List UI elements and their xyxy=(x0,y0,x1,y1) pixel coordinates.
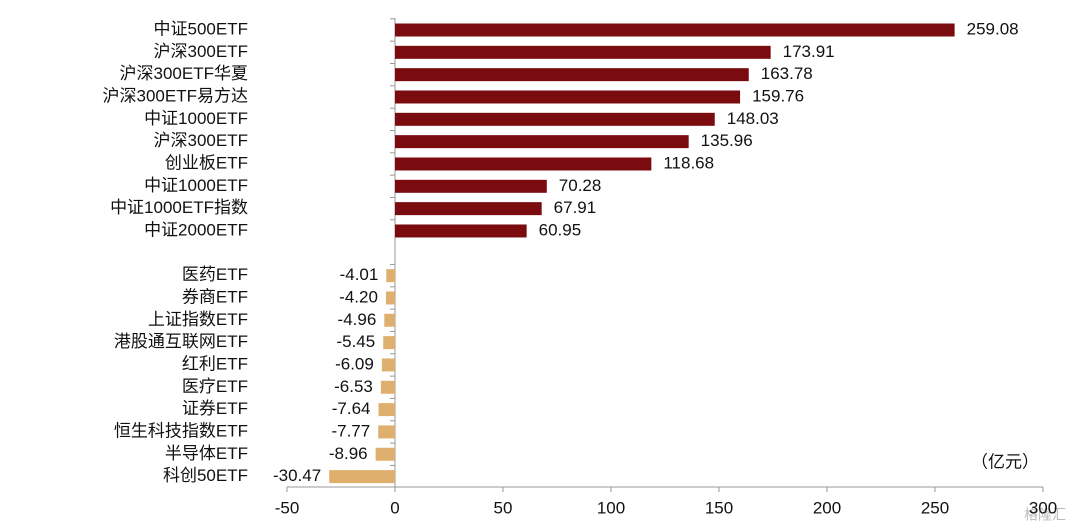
bar xyxy=(395,224,527,238)
bar xyxy=(395,45,771,59)
bar xyxy=(395,68,749,82)
category-label: 沪深300ETF易方达 xyxy=(103,86,248,105)
category-label: 中证1000ETF xyxy=(144,109,248,128)
value-label: -4.96 xyxy=(338,310,377,329)
category-label: 恒生科技指数ETF xyxy=(114,421,248,440)
category-label: 中证1000ETF指数 xyxy=(110,198,248,217)
value-label: 173.91 xyxy=(783,42,835,61)
category-label: 创业板ETF xyxy=(165,153,248,172)
x-tick-label: 200 xyxy=(813,498,841,517)
category-label: 沪深300ETF华夏 xyxy=(120,64,248,83)
category-label: 港股通互联网ETF xyxy=(114,332,248,351)
bar xyxy=(395,112,715,126)
value-label: 163.78 xyxy=(761,64,813,83)
bar xyxy=(380,380,395,394)
value-label: 259.08 xyxy=(967,19,1019,38)
category-label: 医药ETF xyxy=(182,265,248,284)
category-label: 上证指数ETF xyxy=(148,310,248,329)
bar xyxy=(375,447,395,461)
category-label: 沪深300ETF xyxy=(154,42,248,61)
unit-label: （亿元） xyxy=(971,452,1039,471)
category-label: 中证1000ETF xyxy=(144,176,248,195)
value-label: -4.01 xyxy=(340,265,379,284)
category-label: 券商ETF xyxy=(182,287,248,306)
category-label: 红利ETF xyxy=(182,354,248,373)
value-label: -4.20 xyxy=(339,287,378,306)
watermark: 格隆汇 xyxy=(1024,507,1066,523)
category-label: 沪深300ETF xyxy=(154,131,248,150)
x-tick-label: 150 xyxy=(705,498,733,517)
x-tick-label: 300 xyxy=(1029,498,1057,517)
bar xyxy=(378,425,395,439)
x-tick-label: -50 xyxy=(275,498,300,517)
bar xyxy=(381,358,395,372)
value-label: -6.09 xyxy=(335,354,374,373)
x-tick-label: 250 xyxy=(921,498,949,517)
bar xyxy=(386,269,395,283)
x-tick-label: 100 xyxy=(597,498,625,517)
value-label: -7.64 xyxy=(332,399,371,418)
bar xyxy=(384,313,395,327)
bar xyxy=(395,90,741,104)
value-label: -7.77 xyxy=(331,421,370,440)
value-label: 159.76 xyxy=(752,86,804,105)
bar xyxy=(395,135,689,149)
bar xyxy=(395,179,547,193)
category-label: 医疗ETF xyxy=(182,377,248,396)
value-label: 118.68 xyxy=(663,153,714,172)
bar xyxy=(378,403,395,417)
x-tick-label: 50 xyxy=(494,498,513,517)
bar xyxy=(395,157,652,171)
value-label: 135.96 xyxy=(701,131,753,150)
value-label: -8.96 xyxy=(329,444,368,463)
x-tick-label: 0 xyxy=(390,498,399,517)
bar xyxy=(383,336,395,350)
bar xyxy=(395,23,955,37)
category-label: 中证2000ETF xyxy=(144,220,248,239)
value-label: -6.53 xyxy=(334,377,373,396)
value-label: 148.03 xyxy=(727,109,779,128)
category-label: 中证500ETF xyxy=(154,19,248,38)
value-label: -30.47 xyxy=(273,466,321,485)
category-label: 科创50ETF xyxy=(163,466,248,485)
bar xyxy=(395,202,542,216)
value-label: 67.91 xyxy=(554,198,597,217)
category-label: 证券ETF xyxy=(182,399,248,418)
category-label: 半导体ETF xyxy=(165,444,248,463)
bar xyxy=(385,291,395,305)
value-label: -5.45 xyxy=(336,332,375,351)
value-label: 70.28 xyxy=(559,176,602,195)
bar xyxy=(329,470,395,484)
value-label: 60.95 xyxy=(539,220,582,239)
